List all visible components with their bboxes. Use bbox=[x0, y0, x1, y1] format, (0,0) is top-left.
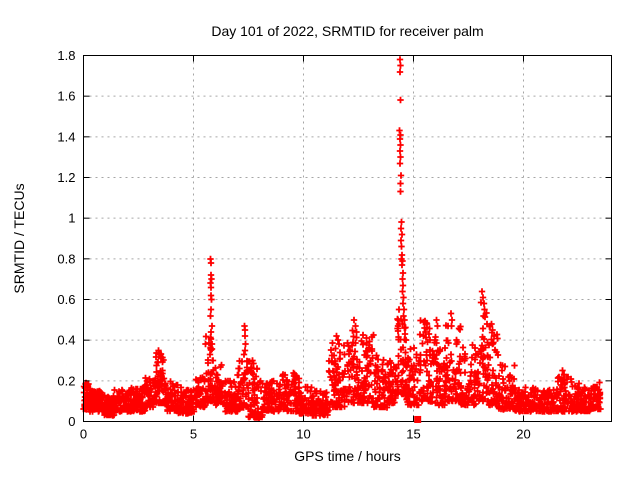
x-tick-label: 20 bbox=[516, 427, 530, 442]
x-tick-label: 15 bbox=[406, 427, 420, 442]
x-axis-label: GPS time / hours bbox=[294, 448, 401, 464]
plot-border bbox=[83, 55, 612, 422]
y-tick-label: 0.4 bbox=[57, 333, 75, 348]
y-axis-label: SRMTID / TECUs bbox=[11, 183, 27, 293]
y-tick-label: 1.2 bbox=[57, 170, 75, 185]
y-tick-label: 0.6 bbox=[57, 292, 75, 307]
y-tick-label: 1.4 bbox=[57, 129, 75, 144]
y-tick-label: 0.8 bbox=[57, 251, 75, 266]
axis-ticks bbox=[83, 55, 612, 422]
square-marker-point bbox=[414, 415, 422, 423]
x-tick-label: 0 bbox=[80, 427, 87, 442]
y-tick-label: 0.2 bbox=[57, 373, 75, 388]
x-tick-label: 5 bbox=[190, 427, 197, 442]
x-tick-label: 10 bbox=[296, 427, 310, 442]
y-tick-label: 0 bbox=[68, 414, 75, 429]
chart-title: Day 101 of 2022, SRMTID for receiver pal… bbox=[211, 23, 483, 39]
y-tick-label: 1.6 bbox=[57, 89, 75, 104]
y-tick-label: 1 bbox=[68, 211, 75, 226]
y-tick-label: 1.8 bbox=[57, 48, 75, 63]
tick-labels: 0 5 10 15 20 0 0.2 0.4 0.6 0.8 1 1.2 1.4 1.6 1.8 bbox=[57, 48, 530, 442]
